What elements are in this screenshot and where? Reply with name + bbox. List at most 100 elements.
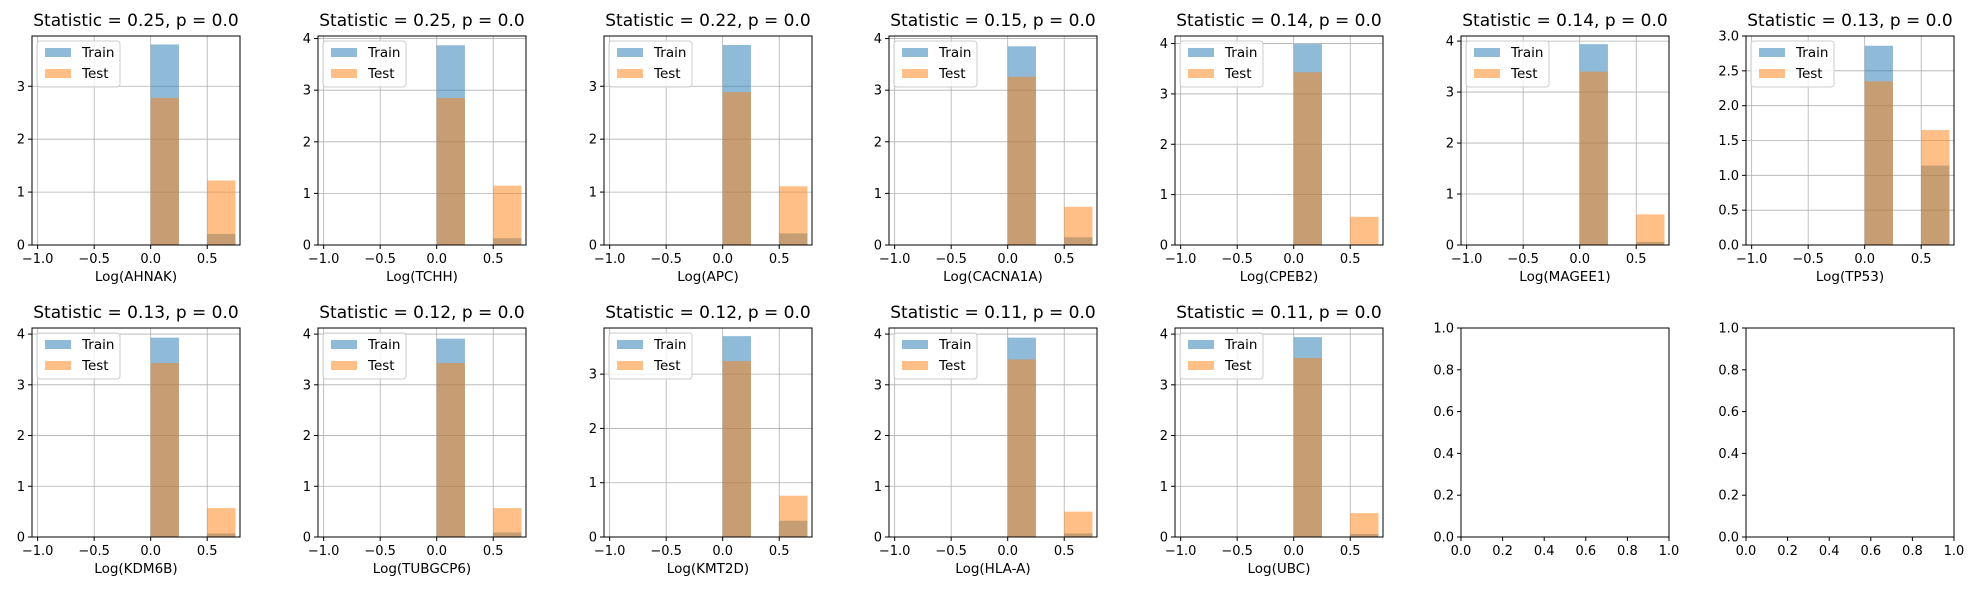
- subplot-6: −1.0 −0.5 0.0 0.5 0.0 0.5 1.0 1.5 2.0 2.5 3.0 Stati…: [1718, 11, 1955, 285]
- y-tick-label: 1.0: [1433, 322, 1454, 337]
- y-tick-label: 4: [303, 328, 311, 343]
- subplot-8: −1.0 −0.5 0.0 0.5 0 1 2 3 4 Statistic = 0.12, p =…: [303, 303, 527, 577]
- x-tick-label: 0.5: [483, 544, 504, 559]
- y-tick-label: 2: [303, 135, 311, 150]
- legend-swatch: [902, 340, 928, 349]
- subplot-1: −1.0 −0.5 0.0 0.5 0 1 2 3 4 Statistic = 0.25, p =…: [303, 11, 527, 285]
- x-tick-label: −0.5: [1221, 252, 1253, 267]
- legend-label: Train: [938, 337, 971, 353]
- x-tick-label: −1.0: [879, 252, 911, 267]
- test-bar: [722, 361, 751, 537]
- x-axis-label: Log(UBC): [1248, 561, 1311, 577]
- x-tick-label: −1.0: [594, 252, 626, 267]
- test-bar: [1064, 206, 1093, 245]
- y-tick-label: 0: [17, 531, 25, 546]
- test-bar: [150, 363, 179, 537]
- x-tick-label: −1.0: [308, 544, 340, 559]
- y-tick-label: 4: [17, 328, 25, 343]
- legend-label: Test: [938, 358, 966, 374]
- x-tick-label: −0.5: [364, 252, 396, 267]
- test-bar: [1064, 511, 1093, 537]
- test-bar: [1350, 513, 1379, 537]
- legend-label: Train: [81, 337, 114, 353]
- test-bar: [1864, 81, 1893, 246]
- test-bar: [722, 92, 751, 245]
- x-tick-label: 0.0: [1569, 252, 1590, 267]
- test-bar: [436, 363, 465, 537]
- x-tick-label: 0.5: [197, 252, 218, 267]
- y-tick-label: 3: [874, 84, 882, 99]
- test-bar: [1579, 71, 1608, 246]
- subplot-2: −1.0 −0.5 0.0 0.5 0 1 2 3 Statistic = 0.22, p = …: [589, 11, 813, 285]
- y-tick-label: 1.0: [1718, 169, 1739, 184]
- y-tick-label: 0.6: [1433, 405, 1454, 420]
- subplot-title: Statistic = 0.13, p = 0.0: [1747, 11, 1952, 31]
- y-tick-label: 3: [1160, 87, 1168, 102]
- y-tick-label: 0: [1160, 239, 1168, 254]
- x-axis-label: Log(HLA-A): [955, 561, 1030, 577]
- y-tick-label: 1: [17, 480, 25, 495]
- legend-swatch: [331, 69, 357, 78]
- test-bar: [436, 97, 465, 245]
- legend-swatch: [45, 361, 71, 370]
- y-tick-label: 0: [1446, 239, 1454, 254]
- y-tick-label: 4: [1160, 328, 1168, 343]
- subplot-title: Statistic = 0.12, p = 0.0: [319, 303, 524, 323]
- x-tick-label: 0.5: [1911, 252, 1932, 267]
- legend-label: Test: [1224, 358, 1252, 374]
- x-axis-label: Log(CPEB2): [1240, 269, 1319, 285]
- x-tick-label: −1.0: [308, 252, 340, 267]
- y-tick-label: 0: [303, 531, 311, 546]
- y-tick-label: 2.5: [1718, 64, 1739, 79]
- y-tick-label: 2: [303, 429, 311, 444]
- legend-label: Test: [1510, 66, 1538, 82]
- y-tick-label: 3: [303, 378, 311, 393]
- legend-label: Train: [1795, 45, 1828, 61]
- y-tick-label: 1.0: [1718, 322, 1739, 337]
- x-tick-label: 1.0: [1944, 544, 1965, 559]
- axes-frame: [317, 35, 527, 246]
- y-tick-label: 2.0: [1718, 99, 1739, 114]
- test-bar: [493, 185, 522, 245]
- y-tick-label: 4: [874, 32, 882, 47]
- legend-swatch: [617, 361, 643, 370]
- y-tick-label: 2: [1160, 138, 1168, 153]
- axes-frame: [888, 327, 1098, 538]
- axes-frame: [1745, 327, 1955, 538]
- subplot-12: 0.0 0.2 0.4 0.6 0.8 1.0 0.0 0.2 0.4 0.6 0.8 1.0: [1433, 322, 1679, 560]
- legend: Train Test: [1179, 332, 1264, 380]
- y-tick-label: 0: [874, 531, 882, 546]
- x-axis-label: Log(KMT2D): [667, 561, 749, 577]
- x-tick-label: 0.5: [1340, 544, 1361, 559]
- subplot-title: Statistic = 0.25, p = 0.0: [33, 11, 238, 31]
- y-tick-label: 1: [1160, 188, 1168, 203]
- y-tick-label: 1: [1160, 480, 1168, 495]
- legend: Train Test: [608, 40, 693, 88]
- y-tick-label: 2: [874, 429, 882, 444]
- y-tick-label: 1: [589, 476, 597, 491]
- y-tick-label: 2: [589, 422, 597, 437]
- legend-swatch: [617, 48, 643, 57]
- axes-frame: [1460, 35, 1670, 246]
- y-tick-label: 3: [17, 80, 25, 95]
- legend-swatch: [1188, 48, 1214, 57]
- legend-label: Train: [938, 45, 971, 61]
- x-tick-label: −0.5: [1507, 252, 1539, 267]
- legend-label: Test: [367, 66, 395, 82]
- x-tick-label: 0.0: [997, 252, 1018, 267]
- x-tick-label: −0.5: [1792, 252, 1824, 267]
- y-tick-label: 0.5: [1718, 204, 1739, 219]
- y-tick-label: 1: [303, 480, 311, 495]
- axes-frame: [1174, 35, 1384, 246]
- legend-swatch: [331, 340, 357, 349]
- x-axis-label: Log(CACNA1A): [943, 269, 1043, 285]
- y-tick-label: 1.5: [1718, 134, 1739, 149]
- test-bar: [1293, 72, 1322, 245]
- axes-frame: [603, 327, 813, 538]
- legend-swatch: [45, 340, 71, 349]
- x-tick-label: 0.0: [140, 252, 161, 267]
- x-axis-label: Log(MAGEE1): [1519, 269, 1610, 285]
- test-bar: [150, 97, 179, 245]
- test-bar: [779, 495, 808, 537]
